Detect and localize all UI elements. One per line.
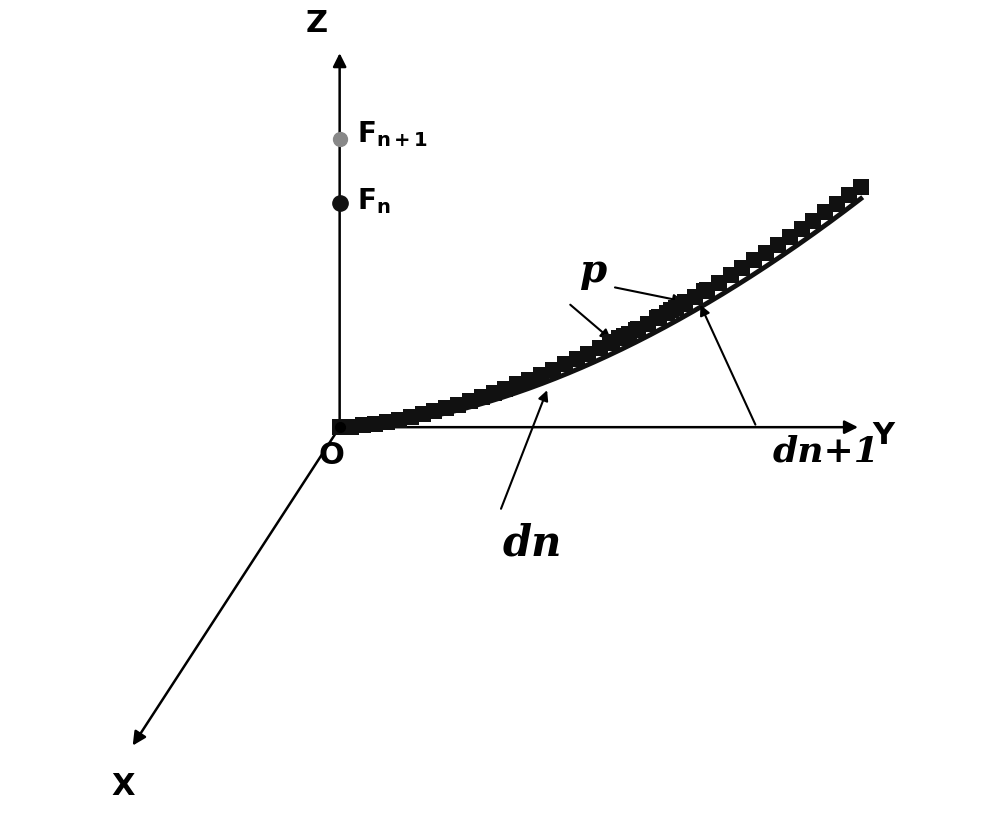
Point [592,342,608,355]
Point [611,331,627,345]
Point [486,387,502,400]
Point [415,407,431,421]
Point [651,311,667,324]
Text: $\mathbf{F_{n+1}}$: $\mathbf{F_{n+1}}$ [357,119,428,149]
Point [659,306,675,320]
Text: Z: Z [305,9,328,38]
Point [805,214,821,227]
Point [677,296,693,309]
Point [734,261,750,275]
Point [758,246,774,260]
Point [640,316,656,330]
Point [668,301,684,315]
Text: Y: Y [873,421,895,450]
Point [817,205,833,219]
Point [604,336,620,349]
Point [841,189,857,202]
Point [462,394,478,407]
Point [602,337,618,350]
Point [332,421,348,434]
Text: O: O [319,441,345,470]
Point [509,377,525,391]
Point [557,357,573,371]
Point [628,323,644,337]
Point [711,276,727,290]
Point [403,411,419,424]
Point [621,326,637,340]
Point [474,391,490,404]
Text: $\mathbf{F_n}$: $\mathbf{F_n}$ [357,186,391,216]
Point [521,373,537,387]
Point [367,418,383,431]
Point [592,342,608,355]
Point [829,197,845,210]
Point [355,419,371,433]
Point [497,382,513,395]
Text: p: p [579,252,606,290]
Point [675,297,691,311]
Point [746,254,762,267]
Point [853,180,869,194]
Point [580,347,596,360]
Point [723,269,739,282]
Point [630,322,646,336]
Point [616,329,632,342]
Point [640,316,656,330]
Point [569,352,585,366]
Text: X: X [111,772,135,801]
Point [426,405,442,418]
Point [379,415,395,428]
Point [533,368,549,382]
Point [699,283,715,296]
Point [782,230,798,244]
Point [391,413,407,427]
Point [687,291,703,304]
Point [450,398,466,412]
Point [687,291,703,304]
Point [770,238,786,251]
Point [343,420,359,433]
Point [794,222,810,235]
Point [663,304,679,317]
Point [696,285,712,298]
Text: dn: dn [502,523,562,564]
Point [545,363,561,377]
Point [438,402,454,415]
Text: dn+1: dn+1 [773,434,879,468]
Point [649,311,665,325]
